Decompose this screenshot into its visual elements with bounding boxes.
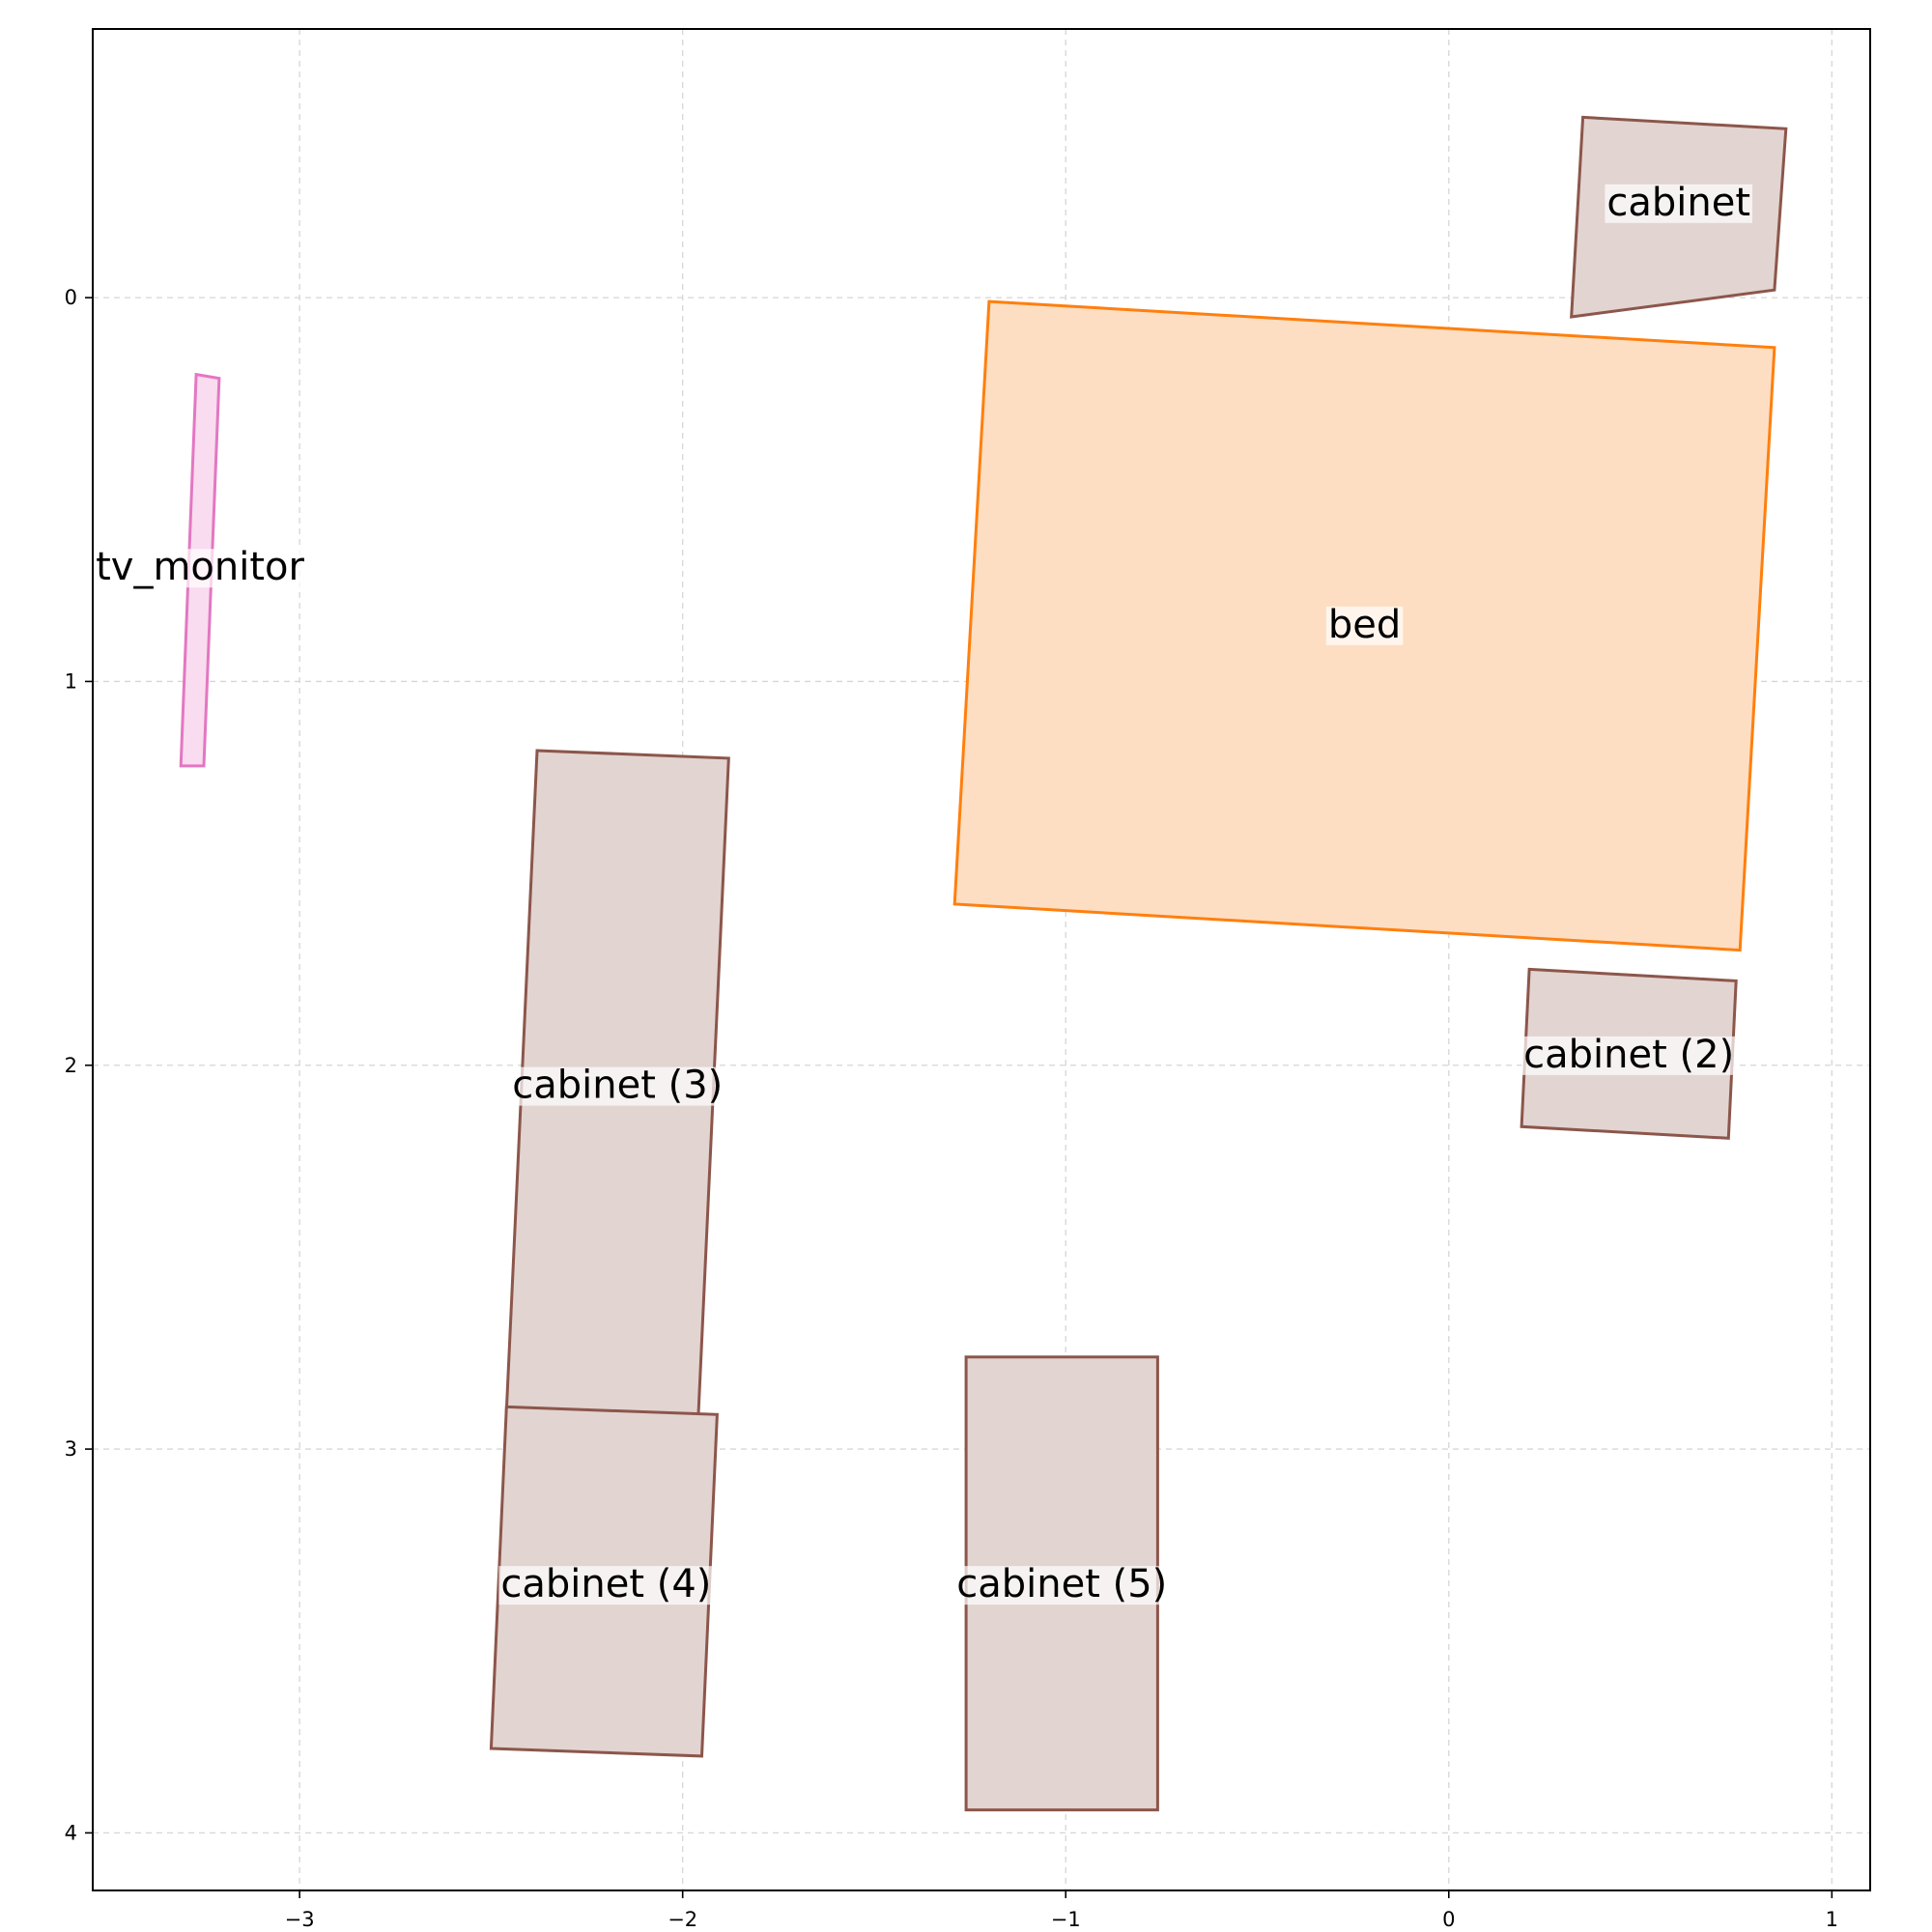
- object-label: cabinet: [1605, 181, 1753, 225]
- y-tick-label: 1: [65, 669, 77, 693]
- x-tick-label: 0: [1442, 1908, 1455, 1931]
- label-background: [1605, 184, 1753, 223]
- object-label-text: cabinet (3): [512, 1064, 723, 1108]
- x-tick-label: −1: [1051, 1908, 1081, 1931]
- object-label-text: bed: [1328, 603, 1401, 647]
- object-label-text: cabinet: [1606, 181, 1750, 225]
- object-label: tv_monitor: [94, 545, 307, 589]
- object-label: cabinet (3): [510, 1064, 725, 1108]
- object-label: bed: [1325, 603, 1404, 647]
- label-background: [498, 1566, 714, 1605]
- object-label-text: cabinet (2): [1523, 1033, 1734, 1077]
- y-tick-label: 0: [65, 286, 77, 309]
- object-label-text: cabinet (5): [956, 1562, 1167, 1606]
- y-tick-label: 3: [65, 1437, 77, 1461]
- x-tick-label: 1: [1826, 1908, 1838, 1931]
- label-background: [510, 1066, 725, 1106]
- plot-frame: [92, 28, 1871, 1891]
- object-label-text: tv_monitor: [96, 545, 304, 589]
- label-background: [1325, 606, 1404, 645]
- object-label: cabinet (2): [1521, 1033, 1737, 1077]
- y-tick-label: 2: [65, 1054, 77, 1077]
- y-tick-label: 4: [65, 1821, 77, 1844]
- label-background: [1521, 1036, 1737, 1075]
- label-background: [94, 549, 307, 588]
- object-label-text: cabinet (4): [500, 1562, 711, 1606]
- x-tick-label: −2: [668, 1908, 697, 1931]
- label-background: [954, 1566, 1170, 1605]
- x-tick-label: −3: [285, 1908, 315, 1931]
- tick-layer: −3 −2 −1 0 1 0 1 2 3 4: [65, 286, 1838, 1931]
- object-layer: [179, 115, 1788, 1812]
- object-label: cabinet (5): [954, 1562, 1170, 1606]
- object-label: cabinet (4): [498, 1562, 714, 1606]
